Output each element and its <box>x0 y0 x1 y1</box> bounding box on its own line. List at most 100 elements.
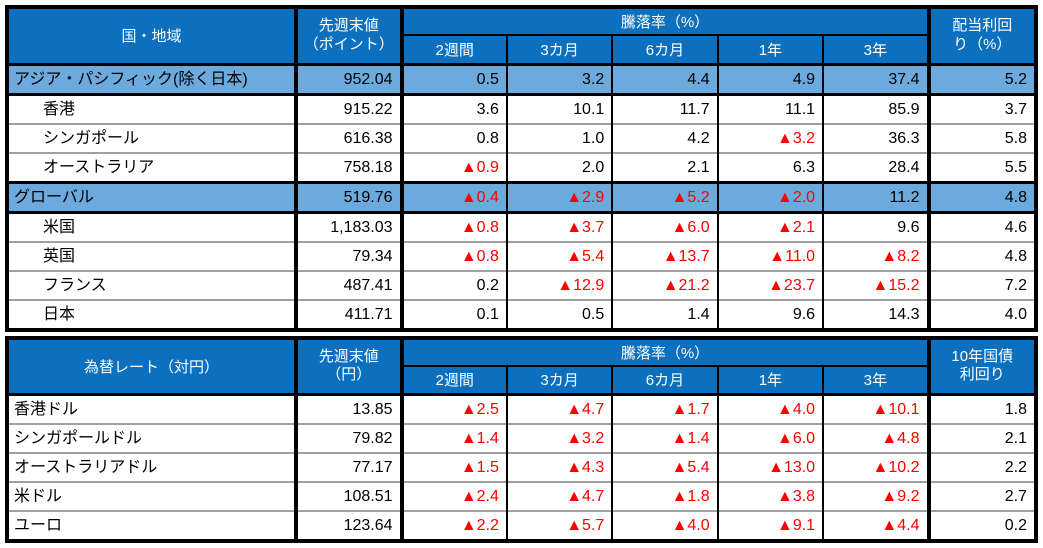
change-cell: 85.9 <box>822 94 930 124</box>
last-week-value-cell: 519.76 <box>294 182 403 212</box>
table-row: 香港ドル 13.85 ▲2.5 ▲4.7 ▲1.7 ▲4.0 ▲10.1 1.8 <box>5 394 1037 424</box>
last-week-value-header: 先週末値 （ポイント） <box>294 6 403 65</box>
region-name-cell: グローバル <box>5 182 298 212</box>
dividend-yield-cell: 4.0 <box>926 299 1037 330</box>
change-cell: 1.0 <box>505 123 614 153</box>
table-row: シンガポール 616.38 0.8 1.0 4.2 ▲3.2 36.3 5.8 <box>5 123 1037 153</box>
period-header-1y: 1年 <box>716 34 825 65</box>
region-name-cell: オーストラリア <box>5 152 298 182</box>
change-cell: 0.5 <box>399 64 508 94</box>
index-table-body: アジア・パシフィック(除く日本) 952.04 0.5 3.2 4.4 4.9 37.4 5.… <box>5 64 1037 330</box>
table-row: オーストラリアドル 77.17 ▲1.5 ▲4.3 ▲5.4 ▲13.0 ▲10.2 2.2 <box>5 453 1037 482</box>
change-cell: ▲2.2 <box>399 511 508 541</box>
table-row: グローバル 519.76 ▲0.4 ▲2.9 ▲5.2 ▲2.0 11.2 4.8 <box>5 182 1037 212</box>
change-cell: 4.2 <box>611 123 719 153</box>
table-row: アジア・パシフィック(除く日本) 952.04 0.5 3.2 4.4 4.9 37.4 5.… <box>5 64 1037 94</box>
change-cell: 1.4 <box>611 299 719 330</box>
region-name-cell: フランス <box>5 270 298 300</box>
fx-period-header-1y: 1年 <box>716 364 825 396</box>
dividend-yield-cell: 3.7 <box>926 94 1037 124</box>
change-cell: ▲3.8 <box>716 482 825 511</box>
table-row: 香港 915.22 3.6 10.1 11.7 11.1 85.9 3.7 <box>5 94 1037 124</box>
last-week-value-header-line2: （ポイント） <box>303 35 394 53</box>
change-cell: ▲3.2 <box>716 123 825 153</box>
fx-last-week-value-header-line1: 先週末値 <box>318 347 379 365</box>
region-name-cell: シンガポール <box>5 123 298 153</box>
change-cell: ▲3.7 <box>505 212 614 242</box>
table-row: 米国 1,183.03 ▲0.8 ▲3.7 ▲6.0 ▲2.1 9.6 4.6 <box>5 212 1037 242</box>
last-week-value-cell: 77.17 <box>294 453 403 482</box>
change-cell: ▲0.8 <box>399 241 508 271</box>
change-cell: ▲8.2 <box>822 241 930 271</box>
change-cell: ▲1.8 <box>611 482 719 511</box>
change-cell: ▲4.7 <box>505 482 614 511</box>
fx-period-header-3y: 3年 <box>822 364 930 396</box>
change-rate-group-header: 騰落率（%） <box>399 6 930 36</box>
change-cell: ▲5.7 <box>505 511 614 541</box>
change-cell: ▲5.4 <box>611 453 719 482</box>
change-cell: 0.1 <box>399 299 508 330</box>
bond-yield-cell: 2.2 <box>926 453 1037 482</box>
period-header-3m: 3カ月 <box>505 34 614 65</box>
currency-name-cell: オーストラリアドル <box>5 453 298 482</box>
last-week-value-cell: 79.82 <box>294 424 403 453</box>
region-name-cell: 米国 <box>5 212 298 242</box>
change-cell: 9.6 <box>716 299 825 330</box>
change-cell: ▲5.2 <box>611 182 719 212</box>
dividend-yield-header-line1: 配当利回 <box>952 17 1013 34</box>
fx-rate-header: 為替レート（対円） <box>5 336 298 396</box>
change-cell: 11.7 <box>611 94 719 124</box>
period-header-row: 2週間 3カ月 6カ月 1年 3年 <box>7 34 1036 65</box>
last-week-value-cell: 616.38 <box>294 123 403 153</box>
last-week-value-cell: 411.71 <box>294 299 403 330</box>
last-week-value-cell: 1,183.03 <box>294 212 403 242</box>
change-cell: 2.1 <box>611 152 719 182</box>
change-cell: ▲4.3 <box>505 453 614 482</box>
change-cell: 0.8 <box>399 123 508 153</box>
change-cell: ▲13.7 <box>611 241 719 271</box>
change-cell: ▲11.0 <box>716 241 825 271</box>
dividend-yield-cell: 4.8 <box>926 241 1037 271</box>
dividend-yield-cell: 7.2 <box>926 270 1037 300</box>
change-cell: ▲2.1 <box>716 212 825 242</box>
change-cell: ▲4.7 <box>505 394 614 424</box>
fx-period-header-row: 2週間 3カ月 6カ月 1年 3年 <box>7 364 1036 396</box>
last-week-value-header-line1: 先週末値 <box>318 17 379 34</box>
change-cell: ▲9.2 <box>822 482 930 511</box>
change-cell: ▲6.0 <box>611 212 719 242</box>
currency-name-cell: ユーロ <box>5 511 298 541</box>
region-name-cell: 英国 <box>5 241 298 271</box>
change-cell: ▲4.0 <box>611 511 719 541</box>
last-week-value-cell: 758.18 <box>294 152 403 182</box>
change-cell: ▲4.4 <box>822 511 930 541</box>
dividend-yield-header: 配当利回 り（%） <box>926 6 1037 65</box>
table-row: シンガポールドル 79.82 ▲1.4 ▲3.2 ▲1.4 ▲6.0 ▲4.8 2.1 <box>5 424 1037 453</box>
region-header: 国・地域 <box>5 6 298 65</box>
dividend-yield-cell: 4.8 <box>926 182 1037 212</box>
change-cell: ▲2.0 <box>716 182 825 212</box>
currency-name-cell: 香港ドル <box>5 394 298 424</box>
period-header-3y: 3年 <box>822 34 930 65</box>
change-cell: 10.1 <box>505 94 614 124</box>
change-cell: ▲1.4 <box>611 424 719 453</box>
change-cell: ▲13.0 <box>716 453 825 482</box>
fx-table: 為替レート（対円） 先週末値 （円） 騰落率（%） 10年国債 利回り 2週間 … <box>5 335 1038 543</box>
last-week-value-cell: 108.51 <box>294 482 403 511</box>
dividend-yield-cell: 5.2 <box>926 64 1037 94</box>
change-cell: 11.1 <box>716 94 825 124</box>
dividend-yield-cell: 4.6 <box>926 212 1037 242</box>
bond-yield-header: 10年国債 利回り <box>926 336 1037 396</box>
change-cell: ▲9.1 <box>716 511 825 541</box>
change-cell: 2.0 <box>505 152 614 182</box>
table-row: 英国 79.34 ▲0.8 ▲5.4 ▲13.7 ▲11.0 ▲8.2 4.8 <box>5 241 1037 271</box>
fx-change-rate-group-header: 騰落率（%） <box>399 336 930 367</box>
change-cell: ▲1.7 <box>611 394 719 424</box>
bond-yield-cell: 2.1 <box>926 424 1037 453</box>
change-cell: ▲10.2 <box>822 453 930 482</box>
change-cell: 0.2 <box>399 270 508 300</box>
change-cell: 14.3 <box>822 299 930 330</box>
change-cell: ▲4.0 <box>716 394 825 424</box>
last-week-value-cell: 123.64 <box>294 511 403 541</box>
change-cell: 28.4 <box>822 152 930 182</box>
